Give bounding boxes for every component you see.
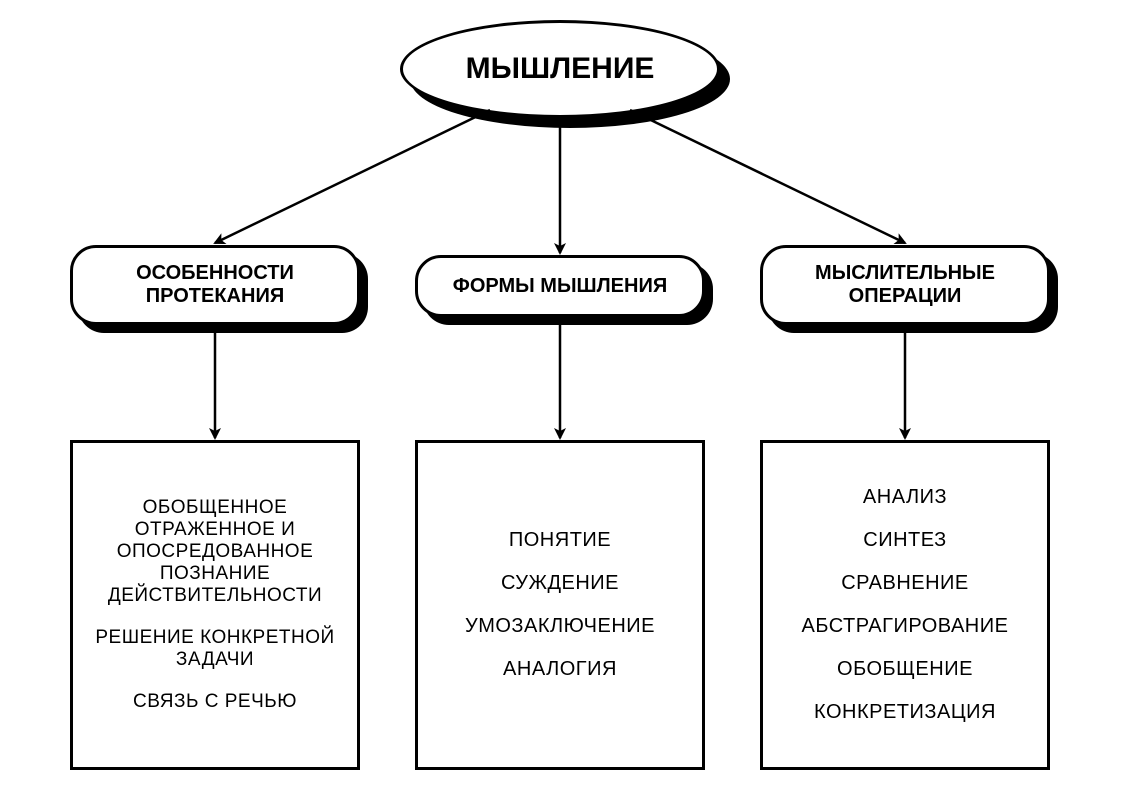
leaf-item: КОНКРЕТИЗАЦИЯ xyxy=(814,701,996,724)
leaf-box-forms: ПОНЯТИЕ СУЖДЕНИЕ УМОЗАКЛЮЧЕНИЕ АНАЛОГИЯ xyxy=(415,440,705,770)
leaf-item: СРАВНЕНИЕ xyxy=(841,572,969,595)
leaf-box-features: ОБОБЩЕННОЕ ОТРАЖЕННОЕ И ОПОСРЕДОВАННОЕ П… xyxy=(70,440,360,770)
leaf-item: АНАЛИЗ xyxy=(863,486,947,509)
mid-node-operations: МЫСЛИТЕЛЬНЫЕ ОПЕРАЦИИ xyxy=(760,245,1050,325)
root-label: МЫШЛЕНИЕ xyxy=(466,52,655,86)
root-node: МЫШЛЕНИЕ xyxy=(400,20,720,118)
leaf-item: АБСТРАГИРОВАНИЕ xyxy=(802,615,1009,638)
leaf-item: ОБОБЩЕННОЕ ОТРАЖЕННОЕ И ОПОСРЕДОВАННОЕ П… xyxy=(87,497,343,607)
leaf-item: СИНТЕЗ xyxy=(863,529,946,552)
arrow xyxy=(215,110,490,243)
mid-label-operations: МЫСЛИТЕЛЬНЫЕ ОПЕРАЦИИ xyxy=(781,262,1029,308)
leaf-item: ПОНЯТИЕ xyxy=(509,529,611,552)
leaf-item: ОБОБЩЕНИЕ xyxy=(837,658,973,681)
leaf-item: УМОЗАКЛЮЧЕНИЕ xyxy=(465,615,655,638)
leaf-item: СВЯЗЬ С РЕЧЬЮ xyxy=(133,691,297,713)
leaf-item: РЕШЕНИЕ КОНКРЕТНОЙ ЗАДАЧИ xyxy=(87,627,343,671)
mid-node-forms: ФОРМЫ МЫШЛЕНИЯ xyxy=(415,255,705,317)
leaf-item: АНАЛОГИЯ xyxy=(503,658,617,681)
arrow xyxy=(630,110,905,243)
mid-label-forms: ФОРМЫ МЫШЛЕНИЯ xyxy=(453,275,667,298)
mid-label-features: ОСОБЕННОСТИ ПРОТЕКАНИЯ xyxy=(91,262,339,308)
mid-node-features: ОСОБЕННОСТИ ПРОТЕКАНИЯ xyxy=(70,245,360,325)
leaf-item: СУЖДЕНИЕ xyxy=(501,572,619,595)
leaf-box-operations: АНАЛИЗ СИНТЕЗ СРАВНЕНИЕ АБСТРАГИРОВАНИЕ ОБОБ… xyxy=(760,440,1050,770)
